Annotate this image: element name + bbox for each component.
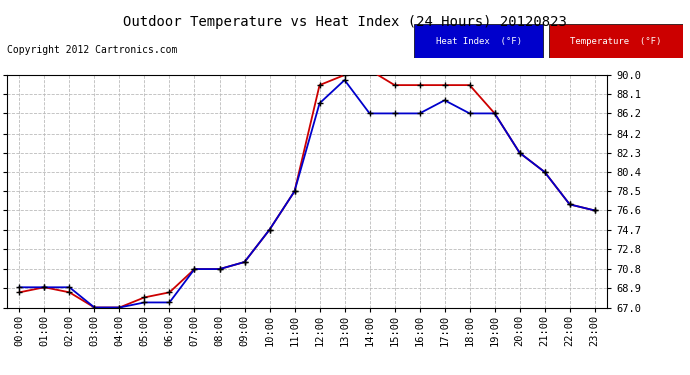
Text: Heat Index  (°F): Heat Index (°F) (435, 37, 522, 46)
Text: Temperature  (°F): Temperature (°F) (570, 37, 662, 46)
FancyBboxPatch shape (549, 24, 683, 58)
Text: Copyright 2012 Cartronics.com: Copyright 2012 Cartronics.com (7, 45, 177, 55)
Text: Outdoor Temperature vs Heat Index (24 Hours) 20120823: Outdoor Temperature vs Heat Index (24 Ho… (123, 15, 567, 29)
FancyBboxPatch shape (414, 24, 543, 58)
